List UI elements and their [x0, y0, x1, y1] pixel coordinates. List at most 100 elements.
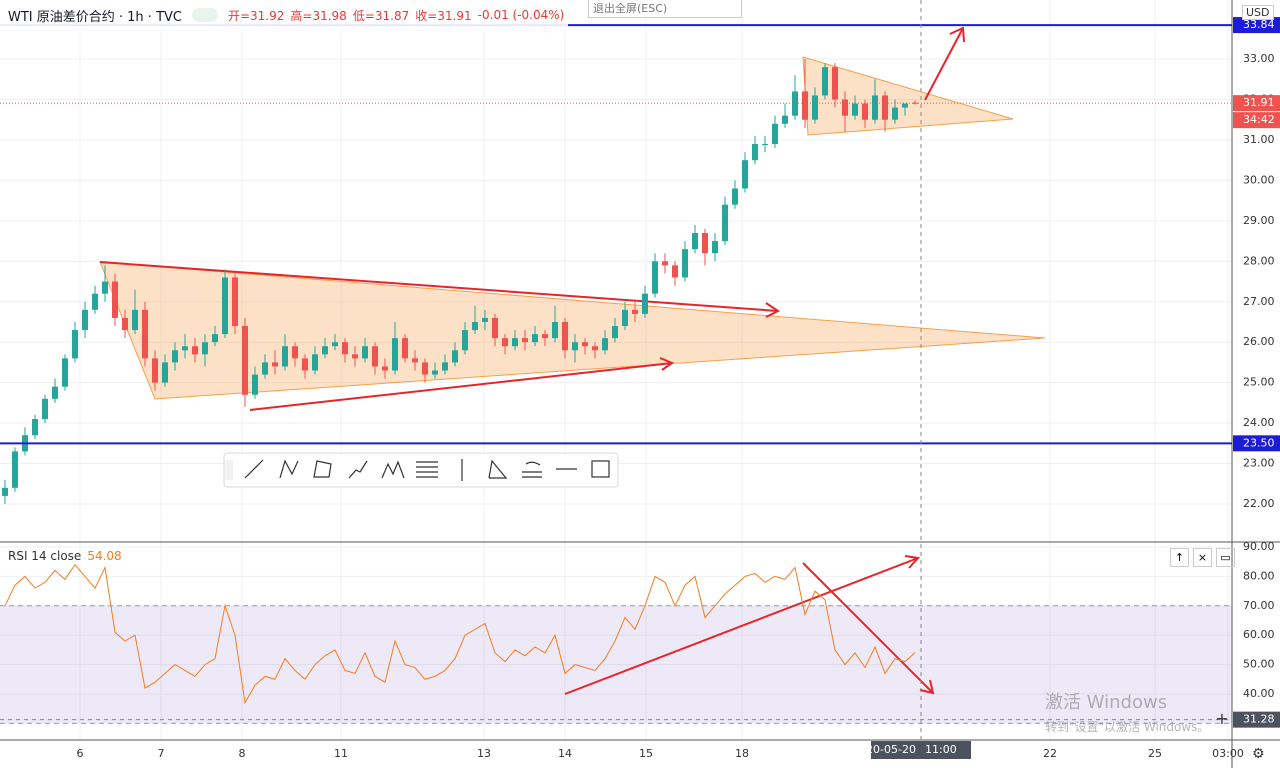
candle-body: [302, 358, 308, 371]
candle-body: [272, 362, 278, 367]
candle-body: [602, 338, 608, 351]
candle-body: [612, 326, 618, 339]
candle-body: [82, 309, 88, 331]
candle-body: [92, 293, 98, 310]
y-tick-label: 80.00: [1243, 569, 1275, 582]
x-tick-label: 7: [158, 747, 165, 760]
candle-body: [672, 265, 678, 278]
candle-body: [702, 232, 708, 254]
tool-forecast[interactable]: [522, 461, 542, 478]
y-tick-label: 31.00: [1243, 133, 1275, 146]
y-tick-label: 30.00: [1243, 173, 1275, 186]
close-pane[interactable]: ×: [1193, 548, 1212, 567]
y-tick-label: 26.00: [1243, 335, 1275, 348]
arrow-head: [919, 679, 935, 695]
header: WTI 原油差价合约 · 1h · TVC 开=31.92 高=31.98 低=…: [0, 0, 568, 30]
candle-body: [242, 326, 248, 395]
candle-body: [432, 370, 438, 375]
crosshair-date-bg: [871, 741, 971, 759]
candle-body: [282, 346, 288, 367]
rsi-title: RSI 14 close: [8, 549, 82, 563]
candle-body: [322, 346, 328, 355]
ohlc-change: -0.01 (-0.04%): [477, 8, 565, 22]
candle-body: [182, 346, 188, 351]
candle-body: [112, 281, 118, 318]
candle-body: [72, 330, 78, 359]
toolbar-handle[interactable]: [225, 460, 233, 480]
candle-body: [762, 144, 768, 145]
candle-body: [422, 362, 428, 375]
arrow-head: [904, 555, 920, 569]
candle-body: [682, 249, 688, 278]
y-tick-label: 23.00: [1243, 457, 1275, 470]
candle-body: [212, 334, 218, 343]
status-icons[interactable]: [191, 8, 218, 22]
tool-gann[interactable]: [488, 459, 508, 479]
candle-body: [162, 362, 168, 383]
watermark: 激活 Windows 转到"设置"以激活 Windows。: [1045, 688, 1209, 735]
candle-body: [722, 204, 728, 242]
candle-body: [532, 334, 538, 343]
candle-body: [842, 99, 848, 116]
last-price-label: 31.91: [1243, 96, 1275, 109]
hline-label: 23.50: [1243, 436, 1275, 449]
candle-body: [122, 317, 128, 331]
tool-line[interactable]: [244, 459, 264, 479]
countdown-bg: [1233, 112, 1280, 129]
candle-body: [712, 241, 718, 254]
tool-path[interactable]: [348, 460, 368, 479]
candle-body: [692, 232, 698, 250]
candle-body: [562, 321, 568, 351]
x-tick-label: 25: [1148, 747, 1162, 760]
candle-body: [522, 338, 528, 343]
pane-controls: ↑ × ▭: [1170, 548, 1235, 567]
candle-body: [892, 107, 898, 120]
x-tick-label: 15: [639, 747, 653, 760]
y-tick-label: 22.00: [1243, 497, 1275, 510]
tool-pattern[interactable]: [279, 459, 299, 479]
arrow: [249, 362, 673, 411]
candle-body: [502, 338, 508, 347]
arrow-head: [765, 302, 780, 318]
candle-body: [872, 95, 878, 120]
hline-label: 33.84: [1243, 18, 1275, 31]
x-tick-label: 03:00: [1212, 747, 1244, 760]
candle-body: [832, 67, 838, 100]
candle-body: [62, 358, 68, 387]
watermark-title: 激活 Windows: [1045, 692, 1168, 713]
tool-rect[interactable]: [591, 460, 610, 478]
candle-body: [382, 366, 388, 371]
crosshair-date: 2020-05-20: [852, 743, 916, 756]
candle-body: [782, 115, 788, 124]
candle-body: [312, 354, 318, 371]
watermark-subtitle: 转到"设置"以激活 Windows。: [1045, 720, 1210, 734]
currency[interactable]: USD: [1242, 5, 1274, 20]
candle-body: [812, 95, 818, 120]
candle-body: [632, 309, 638, 314]
candle-body: [392, 338, 398, 371]
symbol-title: WTI 原油差价合约 · 1h · TVC: [8, 9, 182, 25]
candle-body: [742, 160, 748, 189]
tool-wave[interactable]: [381, 460, 405, 479]
settings[interactable]: ⚙: [1252, 746, 1265, 762]
candle-body: [402, 338, 408, 359]
tool-triangle[interactable]: [313, 460, 332, 478]
candle-body: [772, 123, 778, 144]
exit-fullscreen[interactable]: 退出全屏(ESC): [588, 0, 742, 18]
maximize-pane[interactable]: ▭: [1216, 548, 1235, 567]
y-tick-label: 25.00: [1243, 376, 1275, 389]
candle-body: [822, 67, 828, 96]
hline-label-bg: [1233, 17, 1280, 34]
candle-body: [222, 277, 228, 335]
arrow-head: [949, 26, 965, 43]
candle-body: [902, 103, 908, 108]
candle-body: [622, 309, 628, 327]
candle-body: [362, 346, 368, 359]
crosshair-time: 11:00: [925, 743, 957, 756]
tool-fib[interactable]: [416, 461, 438, 478]
move-up[interactable]: ↑: [1170, 548, 1189, 567]
candle-body: [572, 342, 578, 351]
arrow: [564, 557, 919, 695]
crosshair-price: 31.28: [1243, 713, 1275, 726]
